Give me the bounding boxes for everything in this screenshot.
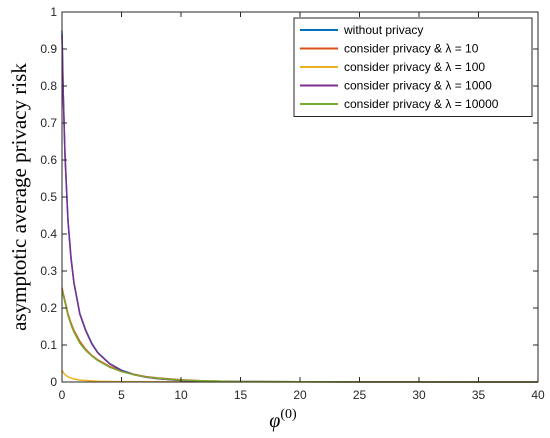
y-tick-label: 0.8 [40,79,57,93]
x-axis-label: φ(0) [269,407,297,432]
legend-label-2: consider privacy & λ = 10 [344,42,479,56]
y-tick-label: 0.5 [40,190,57,204]
legend: without privacy consider privacy & λ = 10… [293,17,533,117]
y-tick-label: 0 [50,375,57,389]
x-tick-label: 0 [59,388,66,402]
y-tick-label: 0.9 [40,42,57,56]
y-axis-label: asymptotic average privacy risk [7,63,31,331]
x-tick-label: 15 [234,388,248,402]
x-axis-label-symbol: φ [269,410,280,432]
y-tick-label: 0.4 [40,227,57,241]
y-tick-label: 0.1 [40,338,57,352]
x-tick-label: 30 [412,388,426,402]
y-tick-label: 0.7 [40,116,57,130]
x-tick-label: 25 [353,388,367,402]
y-axis: 0 0.1 0.2 0.3 0.4 0.5 0.6 0.7 0.8 0.9 1 [40,5,538,389]
legend-label-1: without privacy [343,23,423,37]
x-tick-label: 5 [118,388,125,402]
legend-label-5: consider privacy & λ = 10000 [344,97,499,111]
y-tick-label: 1 [50,5,57,19]
x-tick-label: 20 [293,388,307,402]
y-tick-label: 0.2 [40,301,57,315]
y-tick-label: 0.3 [40,264,57,278]
y-tick-label: 0.6 [40,153,57,167]
x-axis-label-superscript: (0) [280,407,297,422]
x-tick-label: 35 [472,388,486,402]
legend-label-3: consider privacy & λ = 100 [344,60,485,74]
x-axis: 0 5 10 15 20 25 30 35 40 [59,12,545,402]
x-tick-label: 40 [531,388,545,402]
legend-label-4: consider privacy & λ = 1000 [344,79,492,93]
x-tick-label: 10 [174,388,188,402]
